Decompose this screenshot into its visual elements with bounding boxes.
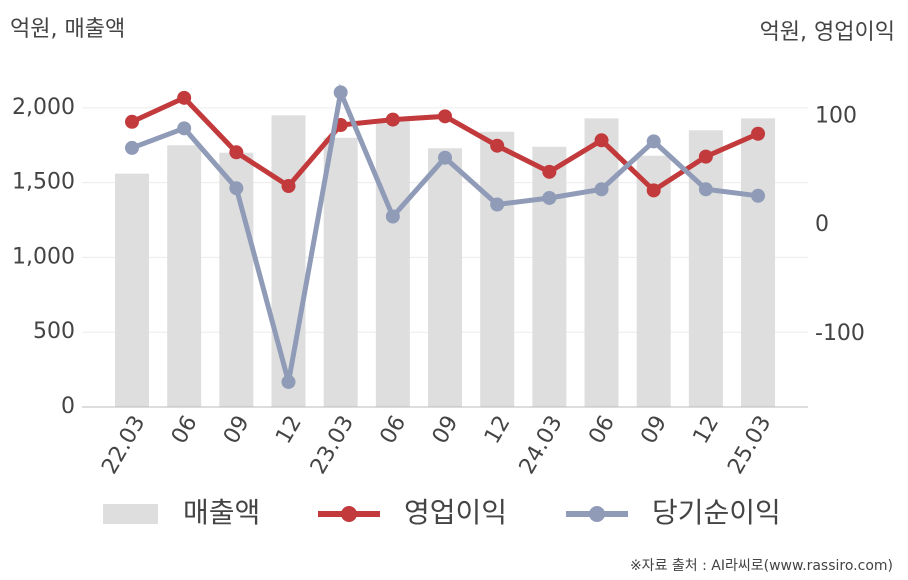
point <box>281 179 296 194</box>
point <box>125 114 139 129</box>
x-tick-label: 06 <box>584 412 620 449</box>
point <box>438 150 453 165</box>
point <box>594 182 609 197</box>
bar <box>584 118 619 408</box>
bar <box>480 131 515 408</box>
source: ※자료 출처 : AI라씨로(www.rassiro.com) <box>630 558 893 574</box>
x-tick-label: 12 <box>271 412 307 449</box>
point <box>490 197 505 212</box>
x-tick-label: 12 <box>480 412 516 449</box>
bar <box>428 148 463 407</box>
x-tick-label: 22.03 <box>97 412 150 479</box>
bar <box>688 130 723 407</box>
y-tick-label: 1,000 <box>12 244 75 269</box>
point <box>385 112 400 127</box>
y-axis-title: 억원, 매출액 <box>10 17 125 42</box>
point <box>177 90 192 105</box>
x-tick-label: 25.03 <box>723 412 776 479</box>
x-tick-label: 09 <box>428 412 464 449</box>
y-tick-label: 2,000 <box>12 95 75 120</box>
legend-marker <box>341 506 357 522</box>
x-tick-label: 12 <box>689 412 725 449</box>
y2-tick-label: 100 <box>815 103 857 128</box>
point <box>594 133 609 148</box>
y-tick-label: 1,500 <box>12 170 75 195</box>
bar <box>741 118 776 408</box>
point <box>646 183 661 198</box>
x-tick-label: 06 <box>376 412 412 449</box>
point <box>177 121 192 136</box>
y2-tick-label: -100 <box>815 321 865 346</box>
point <box>698 149 713 164</box>
point <box>229 145 244 160</box>
x-tick-label: 24.03 <box>515 412 568 479</box>
point <box>333 85 348 100</box>
x-tick-label: 23.03 <box>306 412 359 479</box>
legend-label: 당기순이익 <box>652 496 781 529</box>
point <box>751 188 766 203</box>
point <box>385 209 400 224</box>
bar <box>167 145 202 407</box>
point <box>490 138 505 153</box>
bar <box>375 119 410 408</box>
bar <box>323 137 358 408</box>
point <box>646 134 661 149</box>
x-tick-label: 09 <box>636 412 672 449</box>
point <box>281 374 296 389</box>
point <box>438 109 453 124</box>
bar <box>271 115 306 407</box>
legend-swatch <box>103 504 158 524</box>
y-tick-label: 500 <box>33 319 75 344</box>
y-tick-label: 0 <box>61 394 75 419</box>
bar <box>636 155 671 407</box>
x-tick-label: 06 <box>167 412 203 449</box>
point <box>542 190 557 205</box>
legend-label: 영업이익 <box>404 496 507 529</box>
point <box>698 182 713 197</box>
bar <box>115 173 149 407</box>
point <box>751 126 766 141</box>
point <box>229 181 244 196</box>
x-tick-label: 09 <box>219 412 255 449</box>
legend-marker <box>589 506 605 522</box>
point <box>125 140 139 155</box>
point <box>542 164 557 179</box>
y2-axis-title: 억원, 영업이익 <box>760 20 895 45</box>
bar <box>532 146 567 407</box>
y2-tick-label: 0 <box>815 212 829 237</box>
legend-label: 매출액 <box>183 496 260 529</box>
